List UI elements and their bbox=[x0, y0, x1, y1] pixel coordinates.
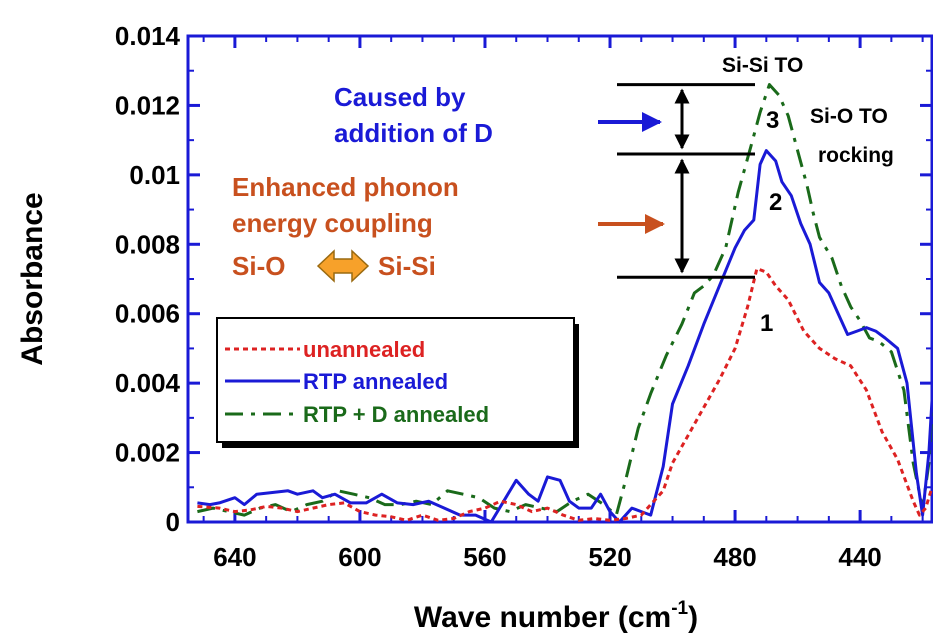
y-tick-labels: 0 0.002 0.004 0.006 0.008 0.01 0.012 0.014 bbox=[115, 21, 181, 537]
y-tick-label: 0.014 bbox=[115, 21, 181, 51]
legend-label-rtp-d: RTP + D annealed bbox=[303, 402, 489, 427]
coupling-double-arrow bbox=[316, 249, 370, 283]
x-tick-labels: 640 600 560 520 480 440 bbox=[213, 542, 882, 572]
x-axis-title-sup: -1 bbox=[671, 598, 688, 619]
annotation-enhanced-phonon: Enhanced phonon bbox=[232, 172, 459, 202]
x-tick-label: 480 bbox=[713, 542, 756, 572]
x-tick-label: 560 bbox=[463, 542, 506, 572]
annotation-si-si-to: Si-Si TO bbox=[722, 54, 803, 77]
annotation-si-si: Si-Si bbox=[378, 251, 436, 281]
x-tick-label: 520 bbox=[588, 542, 631, 572]
x-axis-title-main: Wave number (cm bbox=[414, 601, 671, 634]
legend-label-rtp: RTP annealed bbox=[303, 369, 448, 394]
legend: unannealed RTP annealed RTP + D annealed bbox=[216, 317, 579, 448]
peak-label-2: 2 bbox=[769, 189, 782, 216]
axis-ticks bbox=[188, 34, 932, 524]
reference-level-lines bbox=[617, 83, 755, 279]
y-tick-label: 0.01 bbox=[129, 160, 180, 190]
peak-label-1: 1 bbox=[760, 310, 773, 337]
annotation-si-o: Si-O bbox=[232, 251, 285, 281]
legend-label-unannealed: unannealed bbox=[303, 337, 425, 362]
y-axis-title: Absorbance bbox=[16, 192, 49, 365]
series-unannealed bbox=[197, 267, 933, 522]
y-tick-label: 0 bbox=[166, 507, 180, 537]
y-tick-label: 0.006 bbox=[115, 299, 180, 329]
y-tick-label: 0.002 bbox=[115, 438, 180, 468]
peak-label-3: 3 bbox=[766, 107, 779, 134]
x-axis-title-close: ) bbox=[688, 601, 698, 634]
x-tick-label: 440 bbox=[838, 542, 881, 572]
x-axis-title: Wave number (cm-1) bbox=[414, 598, 698, 634]
y-tick-label: 0.004 bbox=[115, 368, 181, 398]
series-rtp-annealed bbox=[197, 149, 933, 524]
series-group bbox=[197, 83, 933, 524]
annotation-caused-by: Caused by bbox=[334, 82, 466, 112]
annotation-si-o-to: Si-O TO bbox=[810, 105, 888, 128]
series-rtp-d-annealed bbox=[197, 83, 933, 517]
y-tick-label: 0.012 bbox=[115, 90, 180, 120]
annotation-rocking: rocking bbox=[818, 144, 894, 167]
annotation-addition-of-d: addition of D bbox=[334, 118, 493, 148]
x-tick-label: 640 bbox=[213, 542, 256, 572]
y-tick-label: 0.008 bbox=[115, 229, 180, 259]
x-tick-label: 600 bbox=[338, 542, 381, 572]
annotation-energy-coupling: energy coupling bbox=[232, 208, 433, 238]
